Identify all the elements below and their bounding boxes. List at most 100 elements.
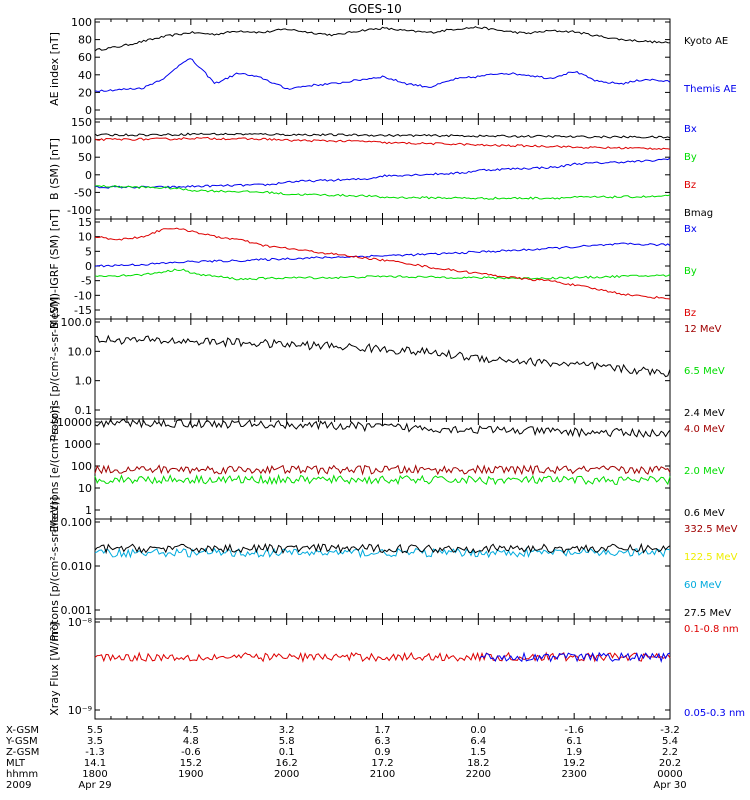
y-axis-label: B (SM) [nT] [48, 138, 61, 200]
ephemeris-cell: 2000 [274, 769, 299, 780]
panel-frame [94, 418, 671, 520]
legend-label: 4.0 MeV [684, 424, 725, 435]
y-tick-label: 40 [78, 69, 92, 82]
ephemeris-cell: -1.3 [85, 747, 105, 758]
y-tick-label: -10 [74, 289, 92, 302]
series-line-bx [94, 157, 671, 189]
legend-label: 122.5 MeV [684, 552, 738, 563]
series-line-0-6-mev [94, 418, 671, 438]
legend-label: 0.6 MeV [684, 508, 725, 519]
ephemeris-cell: 1800 [82, 769, 107, 780]
panel-frame [94, 618, 671, 720]
y-tick-label: 20 [78, 86, 92, 99]
legend-label: By [684, 266, 697, 277]
legend-label: Themis AE [683, 84, 737, 95]
y-tick-label: 1 [85, 504, 92, 517]
legend-label: 332.5 MeV [684, 524, 738, 535]
series-line-0-05-0-3-nm [479, 651, 671, 663]
y-tick-label: 80 [78, 34, 92, 47]
y-tick-label: 15 [78, 216, 92, 229]
ephemeris-cell: 3.5 [87, 736, 103, 747]
y-axis-label: Protons [p/(cm²-s-sr-MeV)] [48, 497, 61, 642]
legend-label: Bx [684, 124, 697, 135]
y-tick-label: 10.0 [68, 345, 93, 358]
legend-label: 0.1-0.8 nm [684, 624, 739, 635]
ephemeris-cell: 0.9 [375, 747, 391, 758]
legend-label: Bz [684, 180, 696, 191]
y-tick-label: 50 [78, 151, 92, 164]
ephemeris-cell: 5.4 [662, 736, 678, 747]
ephemeris-cell: 4.5 [183, 725, 199, 736]
ephemeris-cell: 18.2 [467, 758, 489, 769]
legend-label: 2.4 MeV [684, 408, 725, 419]
panel-7: 10⁻⁹ 10⁻⁸ Xray Flux [W/m²] 0.1-0.8 nm 0.05-0… [48, 616, 745, 720]
y-tick-label: 10 [78, 231, 92, 244]
series-line-themis-ae [94, 58, 671, 92]
ephemeris-cell: 0000 [657, 769, 682, 780]
series-line-by [94, 268, 671, 281]
legend-label: 6.5 MeV [684, 366, 725, 377]
y-tick-label: 0.010 [61, 560, 93, 573]
plot-title: GOES-10 [348, 2, 402, 16]
legend-label: Bz [684, 308, 696, 319]
ephemeris-cell: 3.2 [279, 725, 295, 736]
legend-label: Bmag [684, 208, 713, 219]
y-tick-label: -5 [81, 275, 92, 288]
series-line-60-mev [94, 546, 671, 559]
panel-frame [94, 218, 671, 320]
y-tick-label: 5 [85, 245, 92, 258]
legend-label: Bx [684, 224, 697, 235]
panel-frame [94, 18, 671, 120]
ephemeris-row-label: X-GSM [6, 725, 39, 736]
y-tick-label: 100 [71, 16, 92, 29]
panel-frame [94, 318, 671, 420]
ephemeris-cell: 4.8 [183, 736, 199, 747]
ephemeris-cell: -3.2 [660, 725, 680, 736]
y-tick-label: -50 [74, 186, 92, 199]
y-tick-label: 150 [71, 116, 92, 129]
y-tick-label: 1000 [64, 438, 92, 451]
ephemeris-row-label: hhmm [6, 769, 38, 780]
legend-label: 0.05-0.3 nm [684, 708, 745, 719]
ephemeris-cell: 1900 [178, 769, 203, 780]
y-tick-label: 0 [85, 104, 92, 117]
ephemeris-cell: 16.2 [276, 758, 298, 769]
ephemeris-cell: 6.1 [566, 736, 582, 747]
y-tick-label: 1.0 [75, 375, 93, 388]
ephemeris-cell: -0.6 [181, 747, 201, 758]
ephemeris-cell: 2.2 [662, 747, 678, 758]
y-axis-label: Protons [p/(cm²-s-sr-MeV)] [48, 297, 61, 442]
ephemeris-cell: 5.5 [87, 725, 103, 736]
series-line-0-1-0-8-nm [94, 651, 671, 664]
series-line-bmag [94, 132, 671, 139]
y-tick-label: 0 [85, 260, 92, 273]
ephemeris-cell: 0.0 [470, 725, 486, 736]
ephemeris-cell: 6.4 [470, 736, 486, 747]
y-tick-label: 10000 [57, 416, 92, 429]
series-line-2-4-mev [94, 334, 671, 378]
legend-label: 12 MeV [684, 324, 722, 335]
series-line-by [94, 184, 671, 200]
ephemeris-cell: Apr 29 [78, 780, 111, 791]
y-axis-label: Electrons [e/(cm²-s-sr)] [48, 405, 61, 532]
series-line-bz [94, 227, 671, 300]
ephemeris-cell: 17.2 [371, 758, 393, 769]
y-tick-label: -100 [67, 204, 92, 217]
y-tick-label: 0.001 [61, 604, 93, 617]
ephemeris-row-label: MLT [6, 758, 26, 769]
ephemeris-cell: 2100 [370, 769, 395, 780]
y-tick-label: 0 [85, 169, 92, 182]
ephemeris-cell: 5.8 [279, 736, 295, 747]
series-line-4-0-mev [94, 464, 671, 476]
panel-1: 0 20 40 60 80 100 AE index [nT] Kyoto AE Themis … [48, 16, 737, 120]
ephemeris-cell: 0.1 [279, 747, 295, 758]
y-tick-label: 60 [78, 51, 92, 64]
series-line-bz [94, 136, 671, 150]
y-axis-label: AE index [nT] [48, 32, 61, 106]
ephemeris-row-label: Z-GSM [6, 747, 39, 758]
y-tick-label: 10 [78, 482, 92, 495]
y-axis-label: Xray Flux [W/m²] [48, 622, 61, 715]
